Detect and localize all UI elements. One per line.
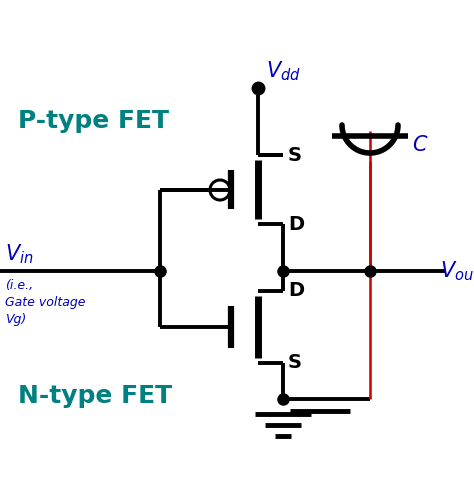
- Text: Gate voltage: Gate voltage: [5, 296, 85, 309]
- Text: $V_{in}$: $V_{in}$: [5, 243, 34, 266]
- Text: P-type FET: P-type FET: [18, 109, 169, 133]
- Text: S: S: [288, 354, 302, 373]
- Text: S: S: [288, 145, 302, 164]
- Text: N-type FET: N-type FET: [18, 384, 172, 408]
- Text: Vg): Vg): [5, 313, 26, 326]
- Text: $V_{out}$: $V_{out}$: [440, 259, 474, 283]
- Text: D: D: [288, 281, 304, 300]
- Text: D: D: [288, 215, 304, 234]
- Text: (i.e.,: (i.e.,: [5, 279, 33, 292]
- Text: $V_{dd}$: $V_{dd}$: [266, 59, 301, 83]
- Text: $C$: $C$: [412, 135, 428, 155]
